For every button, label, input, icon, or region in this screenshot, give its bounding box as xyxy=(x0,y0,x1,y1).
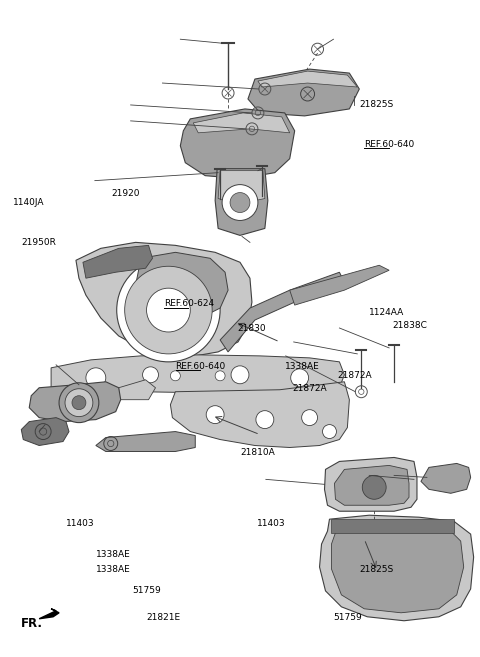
Text: 21825S: 21825S xyxy=(360,565,394,574)
Polygon shape xyxy=(29,382,120,422)
Polygon shape xyxy=(170,382,349,447)
Text: REF.60-640: REF.60-640 xyxy=(176,362,226,371)
Circle shape xyxy=(117,258,220,362)
Circle shape xyxy=(231,366,249,384)
Circle shape xyxy=(143,367,158,383)
Polygon shape xyxy=(335,465,409,505)
Text: 51759: 51759 xyxy=(132,585,161,595)
Text: 21838C: 21838C xyxy=(393,321,428,330)
Text: REF.60-624: REF.60-624 xyxy=(164,299,214,308)
Text: 21950R: 21950R xyxy=(22,238,56,246)
Text: 1338AE: 1338AE xyxy=(285,362,320,371)
Polygon shape xyxy=(76,242,252,356)
Text: REF.60-640: REF.60-640 xyxy=(364,139,414,148)
Text: 1338AE: 1338AE xyxy=(96,565,130,574)
Polygon shape xyxy=(21,418,69,445)
Polygon shape xyxy=(248,69,360,116)
Text: 21830: 21830 xyxy=(238,324,266,333)
Polygon shape xyxy=(136,252,228,322)
Circle shape xyxy=(323,424,336,438)
Text: 21825S: 21825S xyxy=(360,101,394,110)
Polygon shape xyxy=(320,515,474,621)
Text: 11403: 11403 xyxy=(66,519,95,528)
Text: FR.: FR. xyxy=(21,617,43,630)
Circle shape xyxy=(125,266,212,354)
Polygon shape xyxy=(290,265,389,305)
Polygon shape xyxy=(421,463,471,493)
Circle shape xyxy=(291,369,309,387)
Text: 51759: 51759 xyxy=(333,613,362,622)
Polygon shape xyxy=(218,171,265,204)
Text: 1124AA: 1124AA xyxy=(369,308,404,317)
Polygon shape xyxy=(193,113,290,133)
Polygon shape xyxy=(220,272,344,352)
Polygon shape xyxy=(332,523,464,613)
Text: 11403: 11403 xyxy=(257,519,285,528)
Circle shape xyxy=(59,383,99,422)
Circle shape xyxy=(170,371,180,381)
Circle shape xyxy=(146,288,190,332)
Circle shape xyxy=(222,185,258,221)
Text: 21810A: 21810A xyxy=(240,448,275,457)
Circle shape xyxy=(256,411,274,428)
Circle shape xyxy=(72,396,86,410)
Polygon shape xyxy=(83,245,153,278)
Circle shape xyxy=(65,389,93,417)
Polygon shape xyxy=(51,355,344,394)
Polygon shape xyxy=(39,609,59,619)
Text: 1140JA: 1140JA xyxy=(13,198,44,208)
Text: 21821E: 21821E xyxy=(146,613,180,622)
Text: 21920: 21920 xyxy=(111,189,140,198)
Polygon shape xyxy=(119,380,156,399)
Polygon shape xyxy=(324,457,417,511)
Text: 21872A: 21872A xyxy=(292,384,327,393)
Circle shape xyxy=(206,405,224,424)
Text: 1338AE: 1338AE xyxy=(96,550,130,558)
Polygon shape xyxy=(258,71,357,87)
Circle shape xyxy=(301,410,318,426)
Circle shape xyxy=(230,193,250,212)
Polygon shape xyxy=(96,432,195,451)
Circle shape xyxy=(215,371,225,381)
Circle shape xyxy=(86,368,106,388)
Text: 21872A: 21872A xyxy=(338,371,372,380)
Polygon shape xyxy=(180,109,295,179)
Polygon shape xyxy=(332,519,454,533)
Polygon shape xyxy=(215,169,268,235)
Circle shape xyxy=(362,476,386,499)
